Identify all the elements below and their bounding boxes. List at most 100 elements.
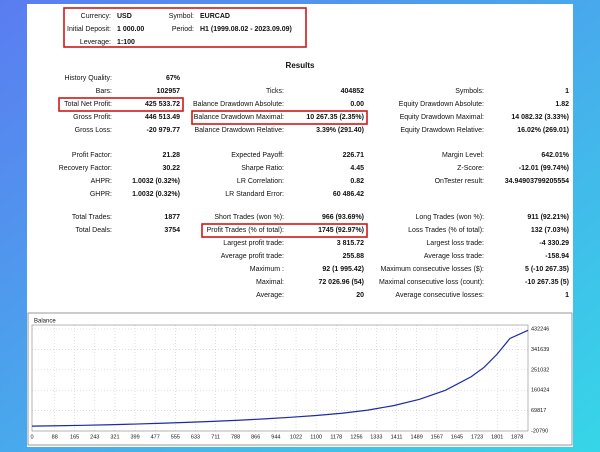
stat-value: 72 026.96 (54): [318, 279, 364, 286]
stat-label: Balance Drawdown Relative:: [195, 127, 285, 134]
stat-value: 446 513.49: [145, 114, 180, 121]
stat-label: LR Standard Error:: [225, 191, 284, 198]
x-tick-label: 633: [191, 434, 200, 440]
y-tick-label: -20790: [531, 428, 548, 434]
highlight-box: [58, 97, 184, 112]
stat-label: History Quality:: [65, 75, 113, 82]
stat-value: 132 (7.03%): [531, 227, 569, 234]
field-label: Currency:: [81, 13, 111, 20]
stat-value: 226.71: [343, 152, 365, 159]
x-tick-label: 555: [171, 434, 180, 440]
stat-label: Total Net Profit:: [64, 101, 112, 108]
x-tick-label: 1645: [451, 434, 463, 440]
stat-value: 911 (92.21%): [527, 214, 569, 221]
stat-value: 21.28: [162, 152, 180, 159]
stat-label: Margin Level:: [442, 152, 484, 159]
balance-line: [31, 329, 529, 427]
stat-label: Loss Trades (% of total):: [408, 227, 484, 234]
x-tick-label: 88: [52, 434, 58, 440]
stat-label: Average consecutive losses:: [395, 292, 484, 299]
stat-value: 0.82: [350, 178, 364, 185]
stat-label: Gross Loss:: [75, 127, 112, 134]
stat-value: 1877: [164, 214, 180, 221]
stat-value: 642.01%: [541, 152, 569, 159]
stat-label: Maximal consecutive loss (count):: [379, 279, 484, 286]
x-tick-label: 0: [30, 434, 33, 440]
stat-value: -158.94: [545, 253, 569, 260]
x-tick-label: 399: [130, 434, 139, 440]
stat-label: Equity Drawdown Maximal:: [400, 114, 484, 121]
stat-label: Maximum consecutive losses ($):: [381, 266, 485, 273]
stat-value: 30.22: [162, 165, 180, 172]
stat-label: Gross Profit:: [73, 114, 112, 121]
stat-label: Average profit trade:: [221, 253, 284, 260]
stat-value: 966 (93.69%): [322, 214, 364, 221]
stat-value: 20: [356, 292, 364, 299]
field-label: Leverage:: [80, 39, 111, 46]
stat-value: 1745 (92.97%): [318, 227, 364, 234]
stat-label: Largest loss trade:: [426, 240, 484, 247]
stat-label: AHPR:: [91, 178, 112, 185]
stat-value: -4 330.29: [539, 240, 569, 247]
highlight-box: [191, 110, 368, 125]
field-value: EURCAD: [200, 13, 230, 20]
x-tick-label: 1411: [391, 434, 403, 440]
field-value: 1 000.00: [117, 26, 144, 33]
stat-value: 1: [565, 292, 569, 299]
x-tick-label: 1022: [290, 434, 302, 440]
stat-value: 92 (1 995.42): [322, 266, 364, 273]
results-title: Results: [286, 61, 315, 70]
stat-label: Short Trades (won %):: [214, 214, 284, 221]
stat-label: Profit Trades (% of total):: [207, 227, 284, 234]
x-tick-label: 944: [271, 434, 280, 440]
y-tick-label: 160424: [531, 388, 549, 394]
stat-value: -10 267.35 (5): [525, 279, 569, 286]
stat-label: Bars:: [96, 88, 112, 95]
field-label: Period:: [172, 26, 194, 33]
x-tick-label: 1801: [491, 434, 503, 440]
stat-label: Profit Factor:: [72, 152, 112, 159]
field-value: H1 (1999.08.02 - 2023.09.09): [200, 26, 292, 33]
stat-value: 102957: [157, 88, 180, 95]
field-label: Symbol:: [169, 13, 194, 20]
x-tick-label: 1489: [411, 434, 423, 440]
highlight-box: [201, 223, 368, 238]
stat-value: 14 082.32 (3.33%): [511, 114, 569, 121]
chart-title: Balance: [34, 319, 56, 325]
stat-label: Equity Drawdown Relative:: [400, 127, 484, 134]
stat-label: Largest profit trade:: [223, 240, 284, 247]
stat-value: 67%: [166, 75, 181, 82]
x-tick-label: 165: [70, 434, 79, 440]
stat-label: Expected Payoff:: [231, 152, 284, 159]
stat-label: Ticks:: [266, 88, 284, 95]
stat-label: OnTester result:: [435, 178, 484, 185]
stat-label: LR Correlation:: [237, 178, 284, 185]
stat-value: 1.0032 (0.32%): [132, 191, 180, 198]
x-tick-label: 1878: [511, 434, 523, 440]
stat-value: 34.94903799205554: [505, 178, 569, 185]
stat-label: GHPR:: [90, 191, 112, 198]
stat-label: Z-Score:: [457, 165, 484, 172]
stat-value: 3 815.72: [337, 240, 364, 247]
stat-value: 3.39% (291.40): [316, 127, 364, 134]
stat-value: 16.02% (269.01): [517, 127, 569, 134]
stat-label: Long Trades (won %):: [416, 214, 485, 221]
stat-value: -12.01 (99.74%): [519, 165, 569, 172]
stat-label: Average:: [256, 292, 284, 299]
x-tick-label: 866: [251, 434, 260, 440]
stat-label: Maximum :: [250, 266, 284, 273]
stat-label: Maximal:: [256, 279, 284, 286]
stat-label: Sharpe Ratio:: [241, 165, 284, 172]
field-value: USD: [117, 13, 132, 20]
y-tick-label: 251032: [531, 367, 549, 373]
stat-label: Balance Drawdown Absolute:: [193, 101, 284, 108]
stat-value: 0.00: [350, 101, 364, 108]
stat-value: 1: [565, 88, 569, 95]
stat-value: 425 533.72: [145, 101, 180, 108]
x-tick-label: 1723: [471, 434, 483, 440]
x-tick-label: 1333: [370, 434, 382, 440]
plot-area: [31, 324, 529, 432]
y-tick-label: 69817: [531, 408, 546, 414]
x-tick-label: 1567: [431, 434, 443, 440]
